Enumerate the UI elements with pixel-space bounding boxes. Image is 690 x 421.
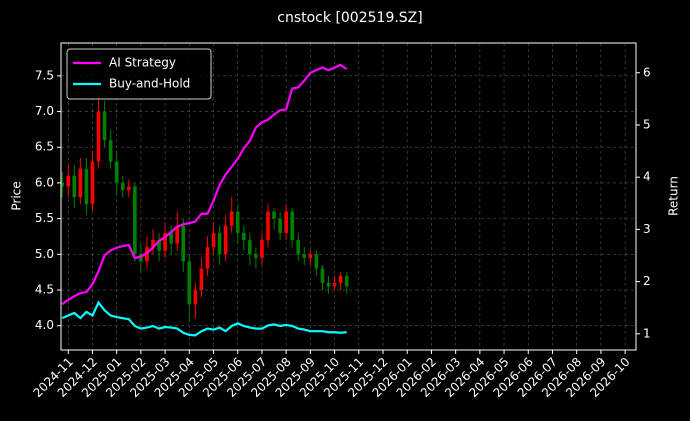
candle-body — [175, 225, 180, 244]
candle-body — [223, 225, 228, 255]
y-tick-label: 7.5 — [35, 68, 54, 82]
legend-box — [66, 48, 212, 100]
candle-body — [90, 161, 95, 205]
candle-body — [157, 240, 161, 251]
candle-body — [326, 282, 331, 287]
legend-label: AI Strategy — [109, 56, 176, 70]
y2-tick-label: 1 — [643, 326, 651, 340]
plot-frame — [60, 42, 637, 351]
y-tick-label: 6.0 — [35, 175, 54, 189]
candle-body — [241, 232, 246, 241]
y-tick-label: 4.0 — [35, 318, 54, 332]
y2-tick-label: 2 — [643, 274, 651, 288]
candle-body — [78, 168, 83, 198]
candle-body — [217, 232, 222, 255]
candle-body — [139, 254, 143, 262]
candle-body — [211, 232, 216, 248]
y-tick-label: 6.5 — [35, 140, 54, 154]
y-axis-label: Price — [10, 181, 24, 210]
candle-body — [254, 254, 258, 258]
y2-axis-label: Return — [667, 176, 681, 216]
candle-body — [229, 211, 234, 226]
candle-body — [260, 240, 264, 258]
candle-body — [72, 175, 77, 198]
candle-body — [60, 182, 65, 187]
candle-body — [169, 232, 173, 244]
candle-body — [163, 232, 167, 251]
candle-body — [108, 140, 113, 162]
candle-body — [126, 186, 131, 191]
candle-body — [120, 182, 125, 191]
candle-body — [302, 254, 307, 258]
line-series — [61, 63, 348, 305]
candle-body — [102, 111, 107, 141]
candle-body — [187, 261, 192, 305]
candle-body — [248, 240, 252, 255]
y2-tick-label: 4 — [643, 170, 651, 184]
candle-body — [133, 186, 137, 255]
candle-body — [338, 275, 343, 283]
chart-title: cnstock [002519.SZ] — [277, 10, 422, 26]
candle-body — [272, 211, 276, 219]
y2-tick-label: 6 — [643, 65, 651, 79]
candle-body — [296, 240, 301, 255]
candle-body — [278, 218, 282, 233]
y-tick-label: 4.5 — [35, 283, 54, 297]
candle-body — [332, 282, 337, 287]
candle-body — [205, 247, 210, 269]
line-series — [61, 300, 347, 337]
candle-body — [114, 161, 119, 183]
candle-body — [145, 247, 149, 262]
candle-body — [320, 268, 325, 283]
y-tick-label: 5.0 — [35, 247, 54, 261]
candle-body — [193, 290, 198, 305]
candle-body — [308, 254, 313, 258]
legend-label: Buy-and-Hold — [109, 77, 190, 91]
candle-body — [314, 254, 319, 269]
candle-body — [266, 211, 270, 241]
y2-tick-label: 5 — [643, 117, 651, 131]
candle-body — [84, 168, 89, 205]
candle-body — [290, 211, 295, 241]
candle-body — [235, 211, 240, 233]
candle-body — [66, 175, 71, 187]
candle-body — [96, 111, 101, 162]
candle-body — [151, 240, 155, 248]
y-tick-label: 7.0 — [35, 104, 54, 118]
candle-body — [284, 211, 288, 233]
candle-body — [344, 275, 349, 287]
y-tick-label: 5.5 — [35, 211, 54, 225]
candle-body — [199, 268, 204, 291]
candle-body — [181, 225, 186, 262]
y2-tick-label: 3 — [643, 222, 651, 236]
